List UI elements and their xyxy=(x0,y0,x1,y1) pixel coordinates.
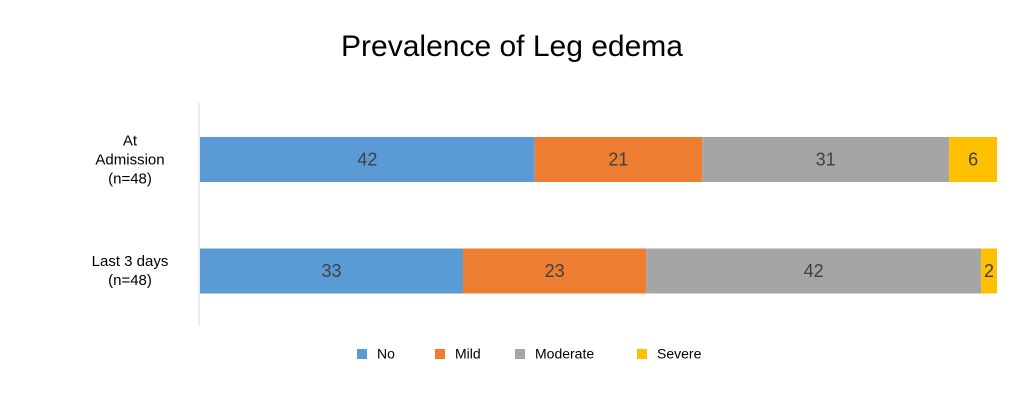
bar-segment xyxy=(534,137,703,182)
data-label: 6 xyxy=(968,149,978,169)
legend-swatch xyxy=(435,349,445,359)
bar-segment xyxy=(981,248,997,294)
y-tick-label: At Admission (n=48) xyxy=(95,132,165,187)
data-label: 33 xyxy=(321,261,341,281)
bar-segment xyxy=(702,137,950,182)
data-label: 21 xyxy=(608,149,628,169)
legend-swatch xyxy=(637,349,647,359)
legend-label: Mild xyxy=(455,346,481,362)
data-label: 2 xyxy=(984,261,994,281)
legend-label: Severe xyxy=(657,346,702,362)
legend-label: No xyxy=(377,346,395,362)
bar-segment xyxy=(646,248,982,294)
y-tick-label: Last 3 days (n=48) xyxy=(91,253,169,289)
data-label: 23 xyxy=(545,261,565,281)
bar-segment xyxy=(463,248,647,294)
legend-swatch xyxy=(357,349,367,359)
legend-label: Moderate xyxy=(535,346,594,362)
data-label: 31 xyxy=(816,149,836,169)
data-label: 42 xyxy=(357,149,377,169)
bar-segment xyxy=(200,137,535,182)
data-label: 42 xyxy=(804,261,824,281)
bar-segment xyxy=(200,248,464,294)
bar-segment xyxy=(949,137,997,182)
chart-title: Prevalence of Leg edema xyxy=(341,30,683,63)
legend-swatch xyxy=(515,349,525,359)
